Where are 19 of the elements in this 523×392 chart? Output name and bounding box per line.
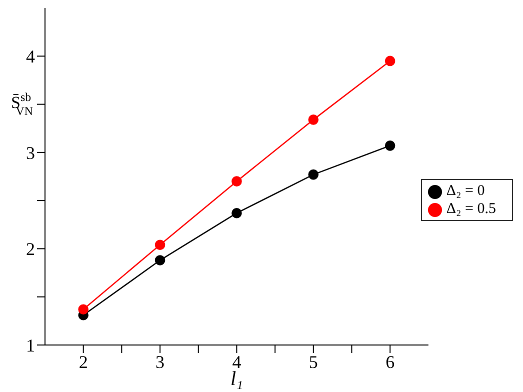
- point: [232, 208, 242, 218]
- point: [154, 240, 166, 250]
- y-tick-label: 3: [26, 142, 35, 163]
- point: [78, 304, 88, 315]
- point: [308, 169, 319, 180]
- x-tick-label: 3: [156, 352, 165, 372]
- y-tick-label: 2: [26, 239, 35, 260]
- legend-label: Δ₂ = 0: [446, 183, 485, 199]
- point: [384, 140, 396, 151]
- point: [384, 56, 396, 66]
- y-tick-label: 4: [26, 46, 35, 67]
- point: [232, 176, 242, 186]
- x-tick-label: 5: [308, 352, 318, 372]
- point: [308, 114, 319, 125]
- x-tick-label: 2: [78, 352, 88, 372]
- legend-label: Δ₂ = 0.5: [446, 201, 496, 217]
- x-tick-label: 6: [386, 352, 395, 372]
- y-tick-label: 1: [26, 335, 35, 356]
- point: [154, 255, 166, 266]
